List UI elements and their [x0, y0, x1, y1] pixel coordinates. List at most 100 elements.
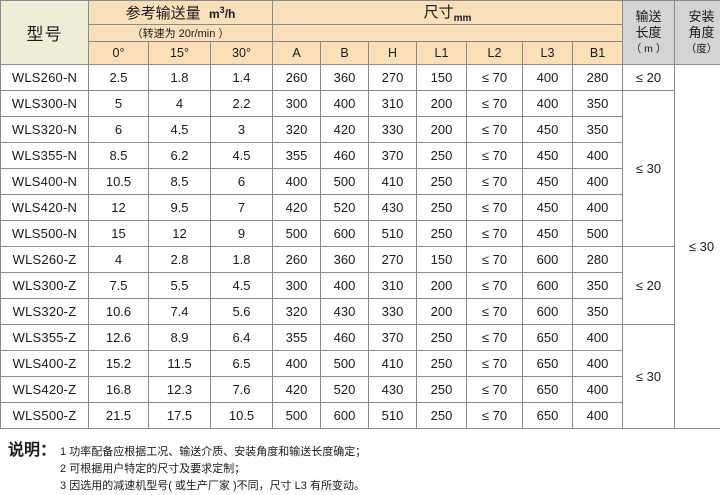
- cell-h: 310: [369, 91, 417, 117]
- cell-b1: 400: [573, 403, 623, 429]
- cell-30: 5.6: [211, 299, 273, 325]
- cell-h: 330: [369, 117, 417, 143]
- cell-l3: 600: [523, 273, 573, 299]
- cell-a: 260: [273, 65, 321, 91]
- cell-b: 400: [321, 91, 369, 117]
- notes-list: 1 功率配备应根据工况、输送介质、安装角度和输送长度确定；2 可根据用户特定的尺…: [60, 441, 366, 495]
- cell-15: 1.8: [149, 65, 211, 91]
- cell-b1: 400: [573, 195, 623, 221]
- header-dimension-group: 尺寸mm: [273, 1, 623, 25]
- cell-l1: 200: [417, 299, 467, 325]
- cell-l1: 150: [417, 247, 467, 273]
- cell-l1: 200: [417, 117, 467, 143]
- header-install-angle-unit: （度）: [675, 43, 720, 56]
- cell-b: 600: [321, 403, 369, 429]
- cell-b1: 280: [573, 247, 623, 273]
- cell-30: 4.5: [211, 273, 273, 299]
- cell-h: 330: [369, 299, 417, 325]
- cell-30: 4.5: [211, 143, 273, 169]
- header-flow-group-label: 参考输送量: [126, 5, 201, 22]
- cell-l2: ≤ 70: [467, 65, 523, 91]
- cell-30: 10.5: [211, 403, 273, 429]
- cell-a: 420: [273, 377, 321, 403]
- header-col-a: A: [273, 42, 321, 65]
- cell-0: 7.5: [89, 273, 149, 299]
- cell-l1: 250: [417, 377, 467, 403]
- cell-model: WLS260-Z: [1, 247, 89, 273]
- cell-l2: ≤ 70: [467, 117, 523, 143]
- cell-b1: 400: [573, 377, 623, 403]
- cell-l1: 250: [417, 403, 467, 429]
- header-col-0: 0°: [89, 42, 149, 65]
- cell-0: 10.6: [89, 299, 149, 325]
- cell-b: 520: [321, 377, 369, 403]
- header-install-angle-line1: 安装: [689, 9, 715, 24]
- cell-30: 3: [211, 117, 273, 143]
- cell-15: 4: [149, 91, 211, 117]
- cell-l2: ≤ 70: [467, 273, 523, 299]
- header-col-15: 15°: [149, 42, 211, 65]
- cell-h: 430: [369, 195, 417, 221]
- cell-0: 12: [89, 195, 149, 221]
- cell-b1: 350: [573, 299, 623, 325]
- cell-l1: 250: [417, 169, 467, 195]
- cell-b1: 400: [573, 351, 623, 377]
- header-conveying-length-unit: （ m ）: [623, 43, 674, 56]
- cell-0: 15: [89, 221, 149, 247]
- cell-0: 16.8: [89, 377, 149, 403]
- cell-h: 510: [369, 221, 417, 247]
- cell-h: 270: [369, 65, 417, 91]
- cell-b: 520: [321, 195, 369, 221]
- cell-l3: 400: [523, 65, 573, 91]
- cell-b1: 400: [573, 169, 623, 195]
- cell-l3: 450: [523, 221, 573, 247]
- cell-30: 9: [211, 221, 273, 247]
- cell-b1: 350: [573, 273, 623, 299]
- cell-30: 6.5: [211, 351, 273, 377]
- cell-15: 6.2: [149, 143, 211, 169]
- cell-b1: 350: [573, 91, 623, 117]
- cell-l2: ≤ 70: [467, 91, 523, 117]
- cell-l3: 400: [523, 91, 573, 117]
- cell-l2: ≤ 70: [467, 377, 523, 403]
- cell-l1: 200: [417, 91, 467, 117]
- header-col-h: H: [369, 42, 417, 65]
- cell-l1: 200: [417, 273, 467, 299]
- cell-a: 320: [273, 299, 321, 325]
- cell-conveying-length: ≤ 30: [623, 91, 675, 247]
- cell-a: 355: [273, 143, 321, 169]
- cell-15: 4.5: [149, 117, 211, 143]
- cell-0: 6: [89, 117, 149, 143]
- cell-l3: 650: [523, 351, 573, 377]
- header-install-angle: 安装 角度 （度）: [675, 1, 720, 65]
- cell-l1: 150: [417, 65, 467, 91]
- header-col-30: 30°: [211, 42, 273, 65]
- cell-model: WLS320-Z: [1, 299, 89, 325]
- cell-model: WLS320-N: [1, 117, 89, 143]
- cell-b1: 280: [573, 65, 623, 91]
- cell-l2: ≤ 70: [467, 169, 523, 195]
- cell-model: WLS500-Z: [1, 403, 89, 429]
- header-col-l2: L2: [467, 42, 523, 65]
- notes-section: 说明： 1 功率配备应根据工况、输送介质、安装角度和输送长度确定；2 可根据用户…: [8, 441, 720, 495]
- cell-l2: ≤ 70: [467, 143, 523, 169]
- cell-l2: ≤ 70: [467, 247, 523, 273]
- cell-model: WLS420-Z: [1, 377, 89, 403]
- cell-l3: 650: [523, 403, 573, 429]
- cell-0: 21.5: [89, 403, 149, 429]
- cell-conveying-length: ≤ 30: [623, 325, 675, 429]
- header-col-l1: L1: [417, 42, 467, 65]
- cell-b: 500: [321, 351, 369, 377]
- cell-30: 7: [211, 195, 273, 221]
- cell-0: 5: [89, 91, 149, 117]
- cell-l2: ≤ 70: [467, 221, 523, 247]
- cell-l1: 250: [417, 221, 467, 247]
- header-conveying-length-line2: 长度: [636, 25, 662, 40]
